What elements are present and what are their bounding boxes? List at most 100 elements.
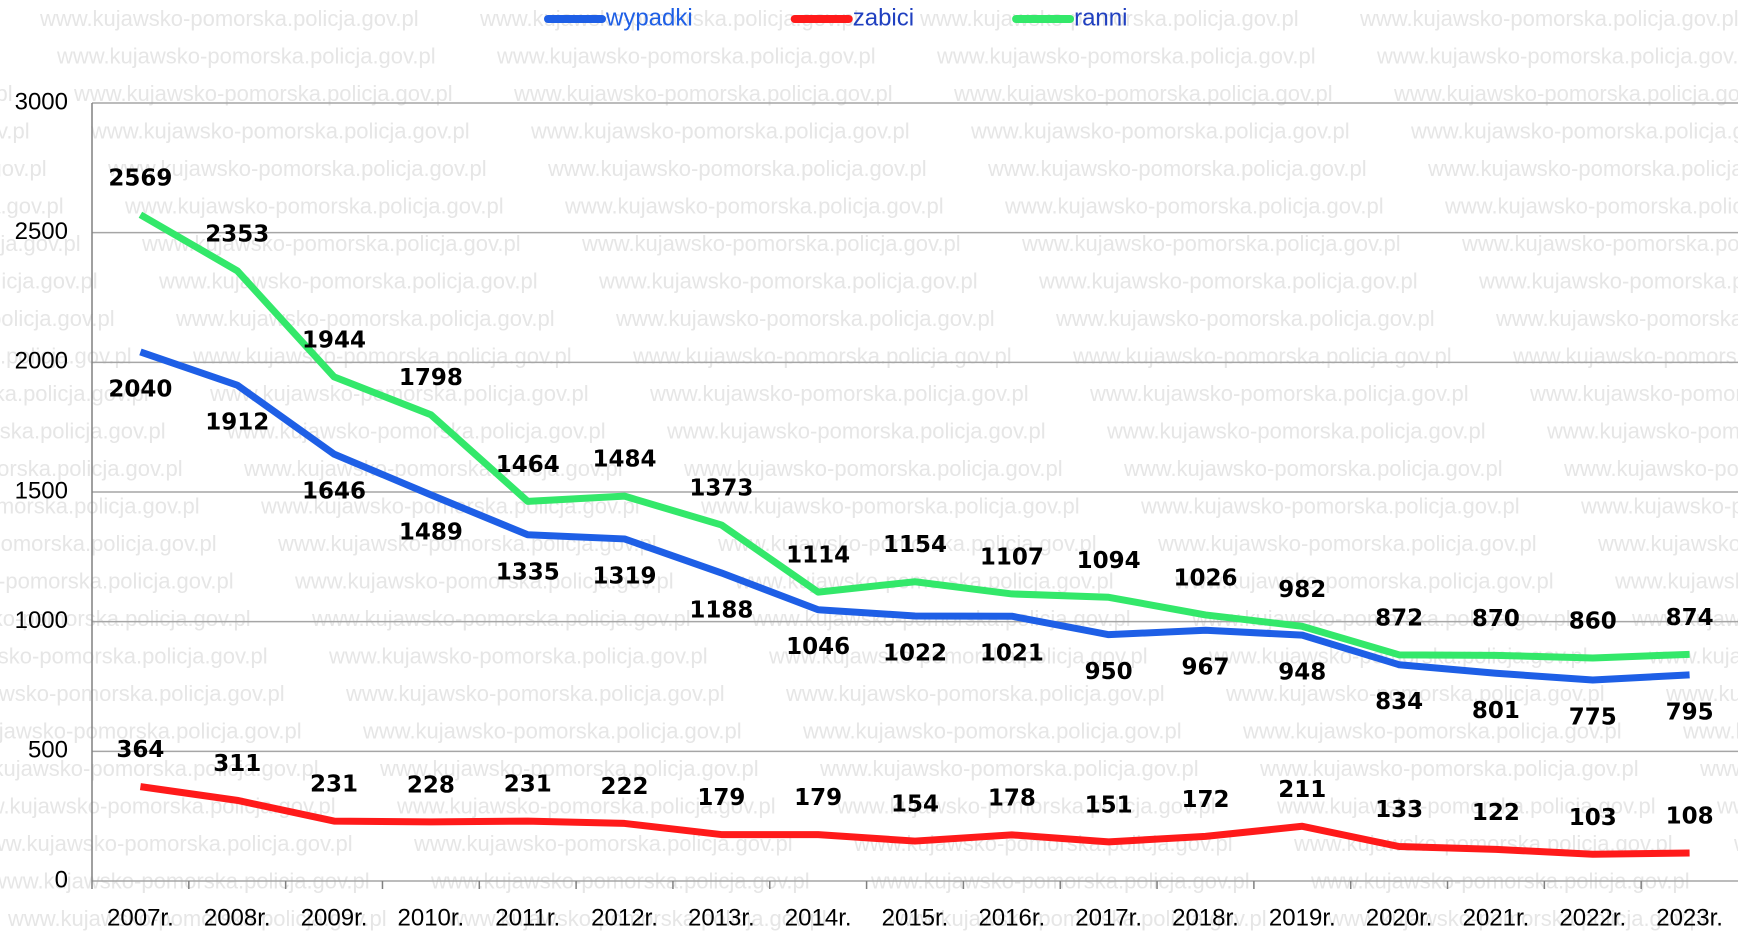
- watermark: www.kujawsko-pomorska.policja.gov.pl: [0, 793, 336, 818]
- data-label: 982: [1278, 577, 1326, 603]
- watermark: www.kujawsko-pomorska.policja.gov.pl: [598, 268, 978, 293]
- data-label: 1944: [302, 327, 366, 353]
- watermark: www.kujawsko-pomorska.policja.gov.pl: [39, 6, 419, 31]
- data-label: 1798: [399, 365, 463, 391]
- watermark: www.kujawsko-pomorska.policja.gov.pl: [1259, 756, 1639, 781]
- watermark: www.kujawsko-pomorska.policja.gov.pl: [1055, 306, 1435, 331]
- watermark: www.kujawsko-pomorska.policja.gov.pl: [1733, 831, 1738, 856]
- data-label: 179: [794, 785, 842, 811]
- y-tick-label: 1000: [15, 607, 68, 634]
- watermark: www.kujawsko-pomorska.policja.gov.pl: [919, 6, 1299, 31]
- watermark: www.kujawsko-pomorska.policja.gov.pl: [632, 343, 1012, 368]
- legend-label: zabici: [853, 4, 914, 31]
- y-tick-label: 1500: [15, 477, 68, 504]
- watermark: www.kujawsko-pomorska.policja.gov.pl: [1427, 156, 1738, 181]
- x-tick-label: 2023r.: [1656, 904, 1723, 931]
- watermark: www.kujawsko-pomorska.policja.gov.pl: [1478, 268, 1738, 293]
- data-label: 228: [407, 772, 455, 798]
- watermark: www.kujawsko-pomorska.policja.gov.pl: [547, 156, 927, 181]
- watermark: www.kujawsko-pomorska.policja.gov.pl: [1276, 793, 1656, 818]
- watermark: www.kujawsko-pomorska.policja.gov.pl: [1631, 606, 1738, 631]
- data-label: 103: [1569, 805, 1617, 831]
- watermark: www.kujawsko-pomorska.policja.gov.pl: [1495, 306, 1738, 331]
- watermark: www.kujawsko-pomorska.policja.gov.pl: [768, 643, 1148, 668]
- data-label: 1021: [980, 641, 1044, 667]
- data-label: 775: [1569, 705, 1617, 731]
- x-tick-label: 2016r.: [978, 904, 1045, 931]
- series-line: [139, 783, 1690, 858]
- watermark: www.kujawsko-pomorska.policja.gov.pl: [0, 681, 285, 706]
- data-label: 967: [1181, 655, 1229, 681]
- watermark: www.kujawsko-pomorska.policja.gov.pl: [1242, 718, 1622, 743]
- series-line: [138, 211, 1690, 662]
- watermark: www.kujawsko-pomorska.policja.gov.pl: [1512, 343, 1738, 368]
- watermark: www.kujawsko-pomorska.policja.gov.pl: [243, 456, 623, 481]
- watermark: www.kujawsko-pomorska.policja.gov.pl: [1038, 268, 1418, 293]
- watermark: www.kujawsko-pomorska.policja.gov.pl: [0, 643, 268, 668]
- watermark: www.kujawsko-pomorska.policja.gov.pl: [0, 306, 115, 331]
- data-label: 311: [213, 751, 261, 777]
- watermark: www.kujawsko-pomorska.policja.gov.pl: [1089, 381, 1469, 406]
- watermark: www.kujawsko-pomorska.policja.gov.pl: [1376, 43, 1738, 68]
- watermark: www.kujawsko-pomorska.policja.gov.pl: [513, 81, 893, 106]
- data-label: 179: [697, 785, 745, 811]
- x-tick-label: 2019r.: [1269, 904, 1336, 931]
- watermark: www.kujawsko-pomorska.policja.gov.pl: [1665, 681, 1738, 706]
- data-label: 231: [504, 772, 552, 798]
- x-tick-label: 2008r.: [204, 904, 271, 931]
- legend-label: wypadki: [605, 4, 693, 31]
- data-label: 1373: [689, 475, 753, 501]
- x-tick-label: 2012r.: [591, 904, 658, 931]
- data-label: 1094: [1077, 548, 1141, 574]
- watermark: www.kujawsko-pomorska.policja.gov.pl: [1327, 906, 1707, 931]
- watermark: www.kujawsko-pomorska.policja.gov.pl: [1597, 531, 1738, 556]
- data-label: 872: [1375, 605, 1423, 631]
- watermark: www.kujawsko-pomorska.policja.gov.pl: [7, 906, 387, 931]
- watermark: www.kujawsko-pomorska.policja.gov.pl: [530, 118, 910, 143]
- y-tick-label: 3000: [15, 88, 68, 115]
- data-label: 1319: [593, 563, 657, 589]
- x-tick-label: 2017r.: [1075, 904, 1142, 931]
- watermark: www.kujawsko-pomorska.policja.gov.pl: [362, 718, 742, 743]
- data-label: 122: [1472, 800, 1520, 826]
- x-tick-label: 2021r.: [1463, 904, 1530, 931]
- data-label: 231: [310, 772, 358, 798]
- data-label: 2353: [205, 221, 269, 247]
- watermark: www.kujawsko-pomorska.policja.gov.pl: [717, 531, 1097, 556]
- x-tick-label: 2015r.: [882, 904, 949, 931]
- watermark: www.kujawsko-pomorska.policja.gov.pl: [887, 906, 1267, 931]
- data-label: 172: [1181, 787, 1229, 813]
- data-label: 948: [1278, 660, 1326, 686]
- legend-label: ranni: [1074, 4, 1127, 31]
- data-label: 1154: [883, 532, 947, 558]
- watermark: www.kujawsko-pomorska.policja.gov.pl: [1563, 456, 1738, 481]
- data-label: 950: [1085, 659, 1133, 685]
- data-label: 1188: [689, 597, 753, 623]
- watermark: www.kujawsko-pomorska.policja.gov.pl: [0, 193, 64, 218]
- watermark: www.kujawsko-pomorska.policja.gov.pl: [1614, 568, 1738, 593]
- watermark: www.kujawsko-pomorska.policja.gov.pl: [1461, 231, 1738, 256]
- watermark: www.kujawsko-pomorska.policja.gov.pl: [700, 493, 1080, 518]
- data-label: 178: [988, 785, 1036, 811]
- data-label: 874: [1666, 605, 1714, 631]
- x-tick-label: 2013r.: [688, 904, 755, 931]
- data-label: 2569: [108, 165, 172, 191]
- watermark: www.kujawsko-pomorska.policja.gov.pl: [56, 43, 436, 68]
- data-label: 1114: [786, 543, 850, 569]
- watermark: www.kujawsko-pomorska.policja.gov.pl: [1106, 418, 1486, 443]
- watermark: www.kujawsko-pomorska.policja.gov.pl: [226, 418, 606, 443]
- x-tick-label: 2022r.: [1559, 904, 1626, 931]
- watermark: www.kujawsko-pomorska.policja.gov.pl: [564, 193, 944, 218]
- watermark: www.kujawsko-pomorska.policja.gov.pl: [0, 81, 13, 106]
- x-tick-label: 2009r.: [301, 904, 368, 931]
- data-label: 860: [1569, 608, 1617, 634]
- data-label: 834: [1375, 689, 1423, 715]
- data-label: 1046: [786, 634, 850, 660]
- watermark: www.kujawsko-pomorska.policja.gov.pl: [1580, 493, 1738, 518]
- data-label: 1464: [496, 452, 560, 478]
- watermark: www.kujawsko-pomorska.policja.gov.pl: [294, 568, 674, 593]
- data-label: 1026: [1173, 565, 1237, 591]
- watermark: www.kujawsko-pomorska.policja.gov.pl: [936, 43, 1316, 68]
- watermark: www.kujawsko-pomorska.policja.gov.pl: [379, 756, 759, 781]
- watermark: www.kujawsko-pomorska.policja.gov.pl: [0, 831, 353, 856]
